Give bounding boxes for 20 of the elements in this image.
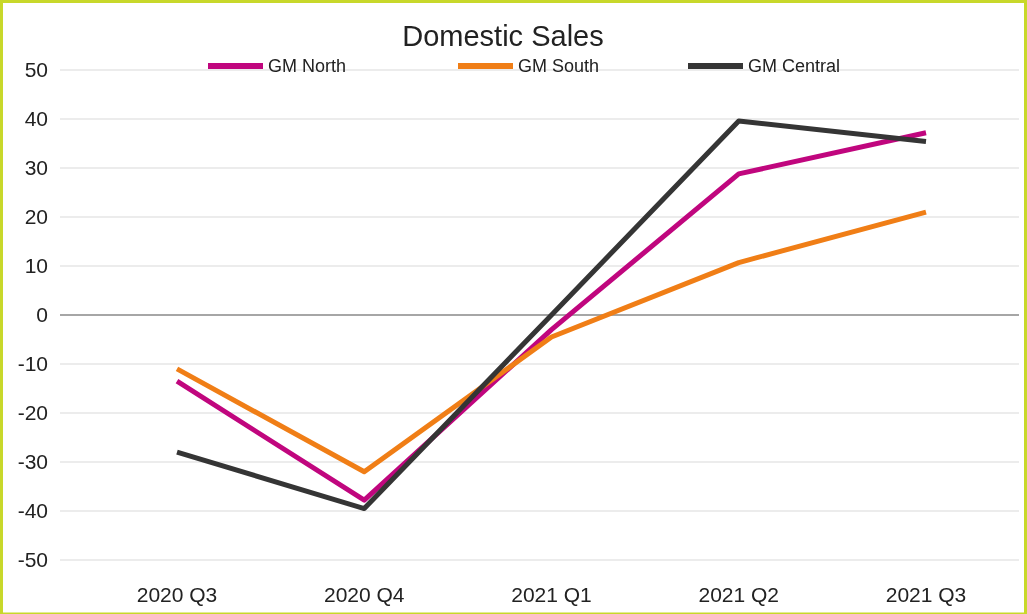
legend-label: GM Central (748, 56, 841, 77)
y-tick-label: 50 (24, 58, 48, 82)
y-tick-label: 10 (24, 254, 48, 278)
y-tick-label: -10 (17, 352, 48, 376)
y-tick-label: 30 (24, 156, 48, 180)
x-tick-label: 2021 Q2 (698, 583, 780, 606)
chart-title: Domestic Sales (402, 20, 604, 52)
y-tick-label: -40 (17, 499, 48, 523)
y-tick-label: -20 (17, 401, 48, 425)
y-tick-label: -50 (17, 548, 48, 572)
legend-label: GM North (268, 56, 347, 77)
x-tick-label: 2021 Q3 (885, 583, 967, 606)
legend-label: GM South (518, 56, 600, 77)
x-tick-label: 2021 Q1 (511, 583, 592, 606)
y-tick-label: 20 (24, 205, 48, 229)
y-tick-label: -30 (17, 450, 48, 474)
y-tick-label: 0 (36, 303, 48, 327)
x-tick-label: 2020 Q3 (136, 583, 218, 606)
x-tick-label: 2020 Q4 (323, 583, 405, 606)
y-tick-label: 40 (24, 107, 48, 131)
